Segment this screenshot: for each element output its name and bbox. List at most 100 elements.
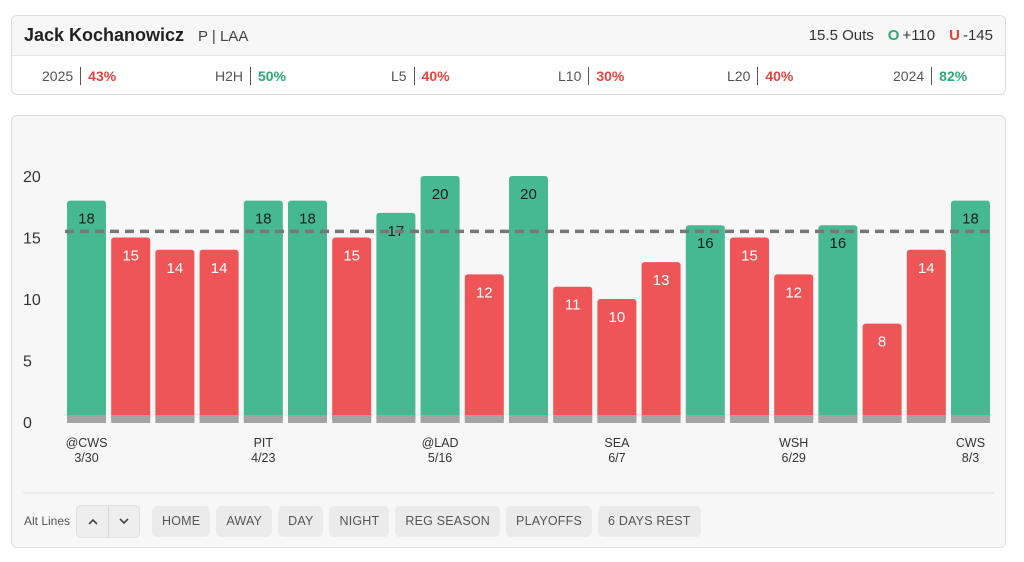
bar-value-label: 8 (878, 334, 886, 351)
bar-value-label: 16 (830, 235, 847, 252)
bar-value-label: 20 (432, 186, 449, 203)
filter-playoffs-button[interactable]: PLAYOFFS (506, 505, 593, 537)
stat-label: L5 (391, 68, 407, 84)
alt-line-down-button[interactable] (108, 505, 139, 537)
bar-base (774, 415, 814, 423)
bar-base (420, 415, 460, 423)
bar-base (111, 415, 151, 423)
prop-line-info: 15.5 Outs O +110 U -145 (809, 27, 993, 44)
bar (111, 237, 151, 422)
stat-l10[interactable]: L10 30% (558, 67, 624, 85)
bar-base (685, 415, 725, 423)
stat-value: 50% (258, 68, 287, 84)
bar (199, 249, 239, 422)
stat-value: 30% (596, 68, 625, 84)
filter-home-button[interactable]: HOME (152, 505, 211, 537)
bar-value-label: 18 (299, 211, 316, 228)
player-name[interactable]: Jack Kochanowicz (24, 25, 185, 45)
filter-day-button[interactable]: DAY (278, 505, 324, 537)
bar (464, 274, 504, 422)
bar (685, 225, 725, 422)
bar-value-label: 12 (476, 284, 493, 301)
bar-value-label: 15 (343, 248, 360, 265)
bar-base (730, 415, 769, 423)
stat-h2h[interactable]: H2H 50% (215, 67, 286, 85)
player-header-bar: Jack Kochanowicz P | LAA 15.5 Outs O +110… (12, 16, 1005, 56)
stat-value: 82% (939, 68, 968, 84)
x-tick-opponent: PIT (254, 436, 274, 450)
stat-2025[interactable]: 2025 43% (42, 67, 116, 85)
under-odds[interactable]: U -145 (949, 27, 993, 44)
bar-base (67, 415, 106, 423)
bar-value-label: 14 (211, 260, 228, 277)
bar-base (199, 415, 239, 423)
over-label: O (887, 27, 900, 44)
player-header-card: Jack Kochanowicz P | LAA 15.5 Outs O +110… (11, 15, 1006, 95)
chart-card: 0 5 10 15 20 18 15 14 14 18 18 15 17 20 12 20 11 10 13 16 15… (11, 115, 1006, 548)
bar-base (951, 415, 990, 423)
bar-value-label: 15 (122, 248, 139, 265)
x-tick-date: 5/16 (428, 451, 452, 465)
chevron-down-icon (119, 517, 129, 524)
filter-reg-season-button[interactable]: REG SEASON (395, 505, 501, 537)
x-tick-date: 8/3 (962, 451, 979, 465)
alt-lines-stepper (76, 504, 141, 538)
bar-value-label: 13 (653, 272, 670, 289)
bar (243, 200, 283, 422)
bar-base (862, 415, 902, 423)
bar-value-label: 14 (167, 260, 184, 277)
bar (862, 323, 902, 422)
bar (906, 249, 946, 422)
y-tick-label: 20 (23, 169, 41, 186)
bar (641, 262, 681, 422)
x-tick-date: 4/23 (251, 451, 275, 465)
chart-controls: Alt Lines HOME AWAY DAY NIGHT REG SEASON… (24, 504, 707, 538)
y-tick-label: 5 (23, 354, 32, 371)
bar-base (641, 415, 681, 423)
chevron-up-icon (87, 518, 98, 525)
stat-2024[interactable]: 2024 82% (893, 67, 967, 85)
stat-label: L20 (727, 68, 751, 84)
over-odds-value: +110 (902, 27, 936, 44)
bar (420, 176, 460, 422)
bar (553, 286, 593, 422)
over-odds[interactable]: O +110 (888, 27, 935, 44)
bar-base (464, 415, 504, 423)
bar (774, 274, 814, 422)
x-tick-opponent: CWS (956, 436, 985, 450)
x-tick-date: 6/7 (608, 451, 625, 465)
filter-rest-days-button[interactable]: 6 DAYS REST (598, 505, 701, 537)
bar-base (818, 415, 858, 423)
bar (951, 200, 990, 422)
bar-base (597, 415, 637, 423)
bar (818, 225, 858, 422)
bar (288, 200, 327, 422)
stat-label: 2024 (893, 68, 925, 84)
x-tick-opponent: @CWS (66, 436, 108, 450)
stat-label: L10 (558, 68, 582, 84)
bar-base (553, 415, 593, 423)
x-tick-date: 6/29 (782, 451, 806, 465)
alt-line-up-button[interactable] (77, 506, 108, 537)
bar-value-label: 18 (78, 211, 95, 228)
filter-night-button[interactable]: NIGHT (329, 505, 390, 537)
bar-value-label: 20 (520, 186, 537, 203)
x-tick-opponent: WSH (779, 436, 808, 450)
stat-l20[interactable]: L20 40% (727, 67, 793, 85)
player-meta: P | LAA (198, 28, 249, 45)
bar-value-label: 15 (741, 248, 758, 265)
bar (597, 299, 637, 422)
bar-base (332, 415, 372, 423)
alt-lines-label: Alt Lines (24, 514, 71, 528)
stat-value: 40% (765, 68, 794, 84)
bar-value-label: 18 (255, 211, 272, 228)
bar-base (509, 415, 548, 423)
bar (155, 249, 195, 422)
stat-l5[interactable]: L5 40% (391, 67, 450, 85)
bar-base (243, 415, 283, 423)
stat-label: H2H (215, 68, 244, 84)
x-tick-opponent: @LAD (422, 436, 459, 450)
bar-value-label: 11 (565, 297, 581, 314)
bar-base (906, 415, 946, 423)
filter-away-button[interactable]: AWAY (216, 505, 273, 537)
